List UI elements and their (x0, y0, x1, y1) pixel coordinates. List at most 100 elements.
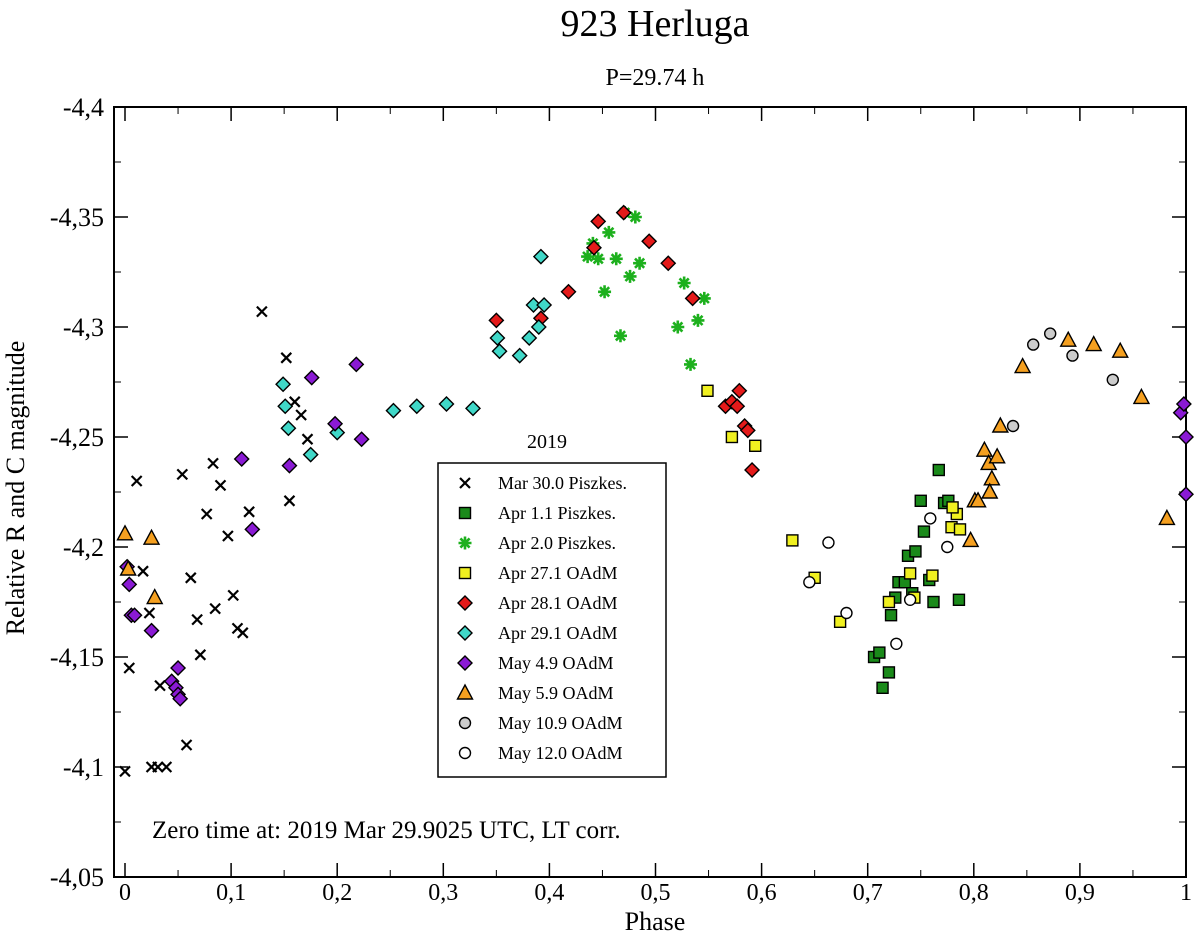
data-point (532, 248, 549, 265)
data-point (786, 534, 799, 547)
x-tick-label: 0,2 (322, 880, 352, 906)
legend-marker (456, 683, 474, 700)
legend-box (437, 462, 667, 778)
data-point (983, 469, 1001, 486)
data-point (585, 239, 602, 256)
data-point (233, 451, 250, 467)
data-point (146, 588, 164, 605)
data-point (123, 662, 136, 674)
data-point (731, 382, 748, 399)
legend-marker (457, 595, 473, 611)
data-point (1175, 396, 1192, 412)
data-point (142, 528, 161, 545)
data-point (691, 313, 705, 327)
data-point (438, 396, 455, 412)
data-point (981, 482, 999, 499)
y-tick-label: -4,05 (50, 863, 104, 892)
chart-subtitle: P=29.74 h (606, 65, 705, 91)
data-point (207, 457, 219, 470)
x-tick-label: 0,9 (1065, 880, 1095, 906)
data-point (591, 252, 605, 266)
data-point (491, 343, 508, 360)
data-point (1085, 335, 1103, 352)
data-point (302, 446, 319, 463)
data-point (200, 508, 213, 520)
data-point (126, 607, 143, 624)
data-point (684, 357, 698, 371)
data-point (1158, 508, 1176, 526)
data-point (876, 681, 889, 694)
data-point (729, 398, 746, 415)
data-point (172, 690, 189, 707)
x-tick-label: 0,4 (534, 880, 564, 906)
data-point (152, 761, 164, 773)
data-point (209, 602, 221, 615)
data-point (160, 761, 173, 773)
data-point (130, 475, 143, 487)
data-point (408, 398, 425, 415)
legend-label: Mar 30.0 Piszkes. (498, 473, 627, 493)
data-point (1132, 387, 1151, 405)
data-point (295, 409, 307, 421)
data-point (1106, 373, 1119, 386)
data-point (822, 536, 835, 549)
data-point (927, 595, 940, 609)
x-axis-label: Phase (625, 907, 686, 936)
data-point (969, 491, 987, 508)
x-tick-label: 0 (119, 880, 131, 906)
data-point (991, 416, 1009, 433)
y-axis-label: Relative R and C magnitude (1, 341, 30, 636)
data-point (280, 420, 297, 437)
data-point (749, 439, 762, 452)
legend-label: Apr 28.1 OAdM (498, 593, 618, 613)
data-point (176, 468, 189, 481)
x-tick-label: 0,5 (641, 880, 671, 906)
legend-title: 2019 (527, 431, 567, 453)
data-point (353, 431, 370, 448)
data-point (283, 495, 296, 507)
data-point (1178, 429, 1194, 445)
data-point (924, 512, 937, 525)
y-tick-label: -4,15 (50, 643, 104, 672)
y-tick-label: -4,4 (63, 93, 104, 122)
legend-label: May 12.0 OAdM (498, 743, 623, 763)
data-point (185, 572, 197, 584)
data-point (154, 679, 166, 692)
data-point (180, 739, 193, 751)
data-point (119, 559, 137, 576)
plot-axes: 0 0,1 0,2 0,3 0,4 0,5 0,6 0,7 0,8 0,9 1 -4,4 -4,35 -4… (50, 93, 1192, 906)
legend-marker (459, 477, 471, 489)
legend-marker (458, 506, 472, 520)
data-point (623, 269, 637, 283)
data-point (988, 447, 1006, 464)
data-point (143, 622, 160, 639)
data-point (194, 649, 207, 661)
data-point (609, 252, 623, 266)
data-point (385, 402, 402, 419)
y-tick-label: -4,3 (63, 313, 104, 342)
data-point (236, 627, 249, 639)
data-point (191, 613, 203, 626)
data-point (1027, 338, 1040, 351)
chart-title: 923 Herluga (561, 3, 750, 45)
legend-label: Apr 1.1 Piszkes. (498, 503, 616, 523)
zero-time-annotation: Zero time at: 2019 Mar 29.9025 UTC, LT c… (152, 817, 621, 844)
legend-label: Apr 29.1 OAdM (498, 623, 618, 643)
data-point (903, 593, 917, 606)
data-point (725, 430, 739, 444)
legend-marker (458, 746, 472, 760)
data-point (1006, 419, 1020, 433)
data-point (121, 576, 138, 593)
legend-marker (458, 716, 472, 730)
legend-label: May 10.9 OAdM (498, 713, 623, 733)
data-point (1111, 341, 1129, 358)
data-point (227, 589, 239, 602)
data-point (327, 415, 344, 432)
data-point (348, 356, 365, 373)
data-point (684, 290, 701, 307)
x-tick-label: 1 (1180, 880, 1192, 906)
data-point (488, 312, 505, 329)
data-point (116, 524, 134, 541)
data-point (903, 567, 917, 580)
